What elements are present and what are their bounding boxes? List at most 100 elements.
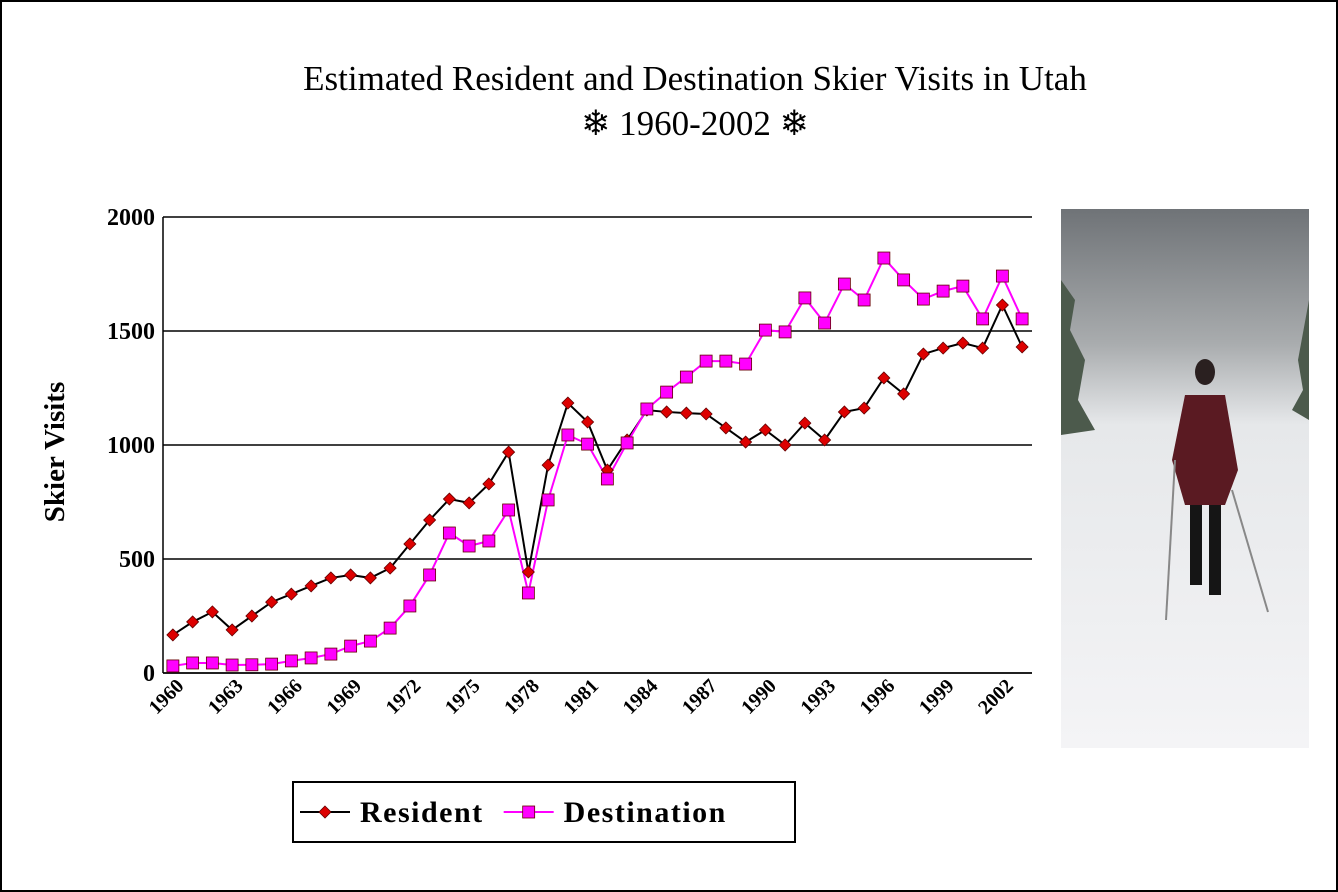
data-point	[363, 634, 377, 648]
data-point	[699, 407, 713, 421]
data-point	[956, 279, 970, 293]
data-point	[166, 659, 180, 673]
data-point	[363, 571, 377, 585]
data-point	[660, 405, 674, 419]
data-point	[798, 416, 812, 430]
y-tick-label: 2000	[107, 205, 155, 231]
data-point	[857, 401, 871, 415]
data-point	[620, 436, 634, 450]
data-point	[522, 805, 536, 819]
data-point	[284, 587, 298, 601]
data-point	[541, 493, 555, 507]
data-point	[344, 639, 358, 653]
data-point	[541, 458, 555, 472]
data-point	[442, 492, 456, 506]
data-point	[502, 503, 516, 517]
data-point	[758, 423, 772, 437]
data-point	[462, 496, 476, 510]
data-point	[936, 341, 950, 355]
data-point	[166, 628, 180, 642]
data-point	[186, 656, 200, 670]
y-tick-label: 1000	[107, 433, 155, 459]
data-point	[521, 565, 535, 579]
legend-label: Destination	[564, 796, 727, 829]
data-point	[462, 539, 476, 553]
data-point	[304, 579, 318, 593]
data-point	[877, 371, 891, 385]
data-point	[561, 396, 575, 410]
chart-title: Estimated Resident and Destination Skier…	[303, 59, 1087, 98]
data-point	[324, 571, 338, 585]
data-point	[423, 513, 437, 527]
data-point	[679, 406, 693, 420]
data-point	[581, 437, 595, 451]
data-point	[205, 656, 219, 670]
data-point	[403, 599, 417, 613]
data-point	[976, 341, 990, 355]
data-point	[318, 805, 332, 819]
data-point	[995, 298, 1009, 312]
data-point	[699, 354, 713, 368]
data-point	[265, 595, 279, 609]
data-point	[877, 251, 891, 265]
legend-label: Resident	[360, 796, 484, 829]
data-point	[482, 477, 496, 491]
data-point	[383, 561, 397, 575]
data-point	[798, 291, 812, 305]
data-point	[581, 415, 595, 429]
data-point	[482, 534, 496, 548]
data-point	[265, 657, 279, 671]
data-point	[284, 654, 298, 668]
data-point	[600, 472, 614, 486]
data-point	[916, 292, 930, 306]
data-point	[739, 357, 753, 371]
data-point	[1015, 340, 1029, 354]
data-point	[758, 323, 772, 337]
data-point	[837, 277, 851, 291]
data-point	[186, 615, 200, 629]
y-tick-label: 500	[119, 547, 155, 573]
data-point	[660, 385, 674, 399]
data-point	[857, 293, 871, 307]
data-point	[956, 336, 970, 350]
data-point	[403, 537, 417, 551]
data-point	[521, 586, 535, 600]
data-point	[205, 605, 219, 619]
y-tick-label: 1500	[107, 319, 155, 345]
data-point	[818, 316, 832, 330]
chart-subtitle: ❄ 1960-2002 ❄	[581, 104, 809, 143]
data-point	[837, 405, 851, 419]
data-point	[225, 658, 239, 672]
data-point	[719, 421, 733, 435]
data-point	[936, 284, 950, 298]
data-point	[778, 438, 792, 452]
data-point	[383, 621, 397, 635]
data-point	[225, 623, 239, 637]
data-point	[423, 568, 437, 582]
data-point	[1015, 312, 1029, 326]
data-point	[719, 354, 733, 368]
y-tick-label: 0	[143, 661, 155, 687]
data-point	[442, 526, 456, 540]
data-point	[304, 651, 318, 665]
data-point	[818, 433, 832, 447]
data-point	[502, 445, 516, 459]
data-point	[344, 568, 358, 582]
data-point	[640, 402, 654, 416]
data-point	[778, 325, 792, 339]
data-point	[245, 609, 259, 623]
data-point	[995, 269, 1009, 283]
data-point	[679, 370, 693, 384]
data-point	[897, 387, 911, 401]
data-point	[897, 273, 911, 287]
data-point	[739, 435, 753, 449]
data-point	[245, 658, 259, 672]
photo	[1061, 209, 1309, 748]
data-point	[976, 312, 990, 326]
data-point	[916, 347, 930, 361]
y-axis-label: Skier Visits	[39, 382, 71, 522]
data-point	[324, 647, 338, 661]
data-point	[561, 428, 575, 442]
